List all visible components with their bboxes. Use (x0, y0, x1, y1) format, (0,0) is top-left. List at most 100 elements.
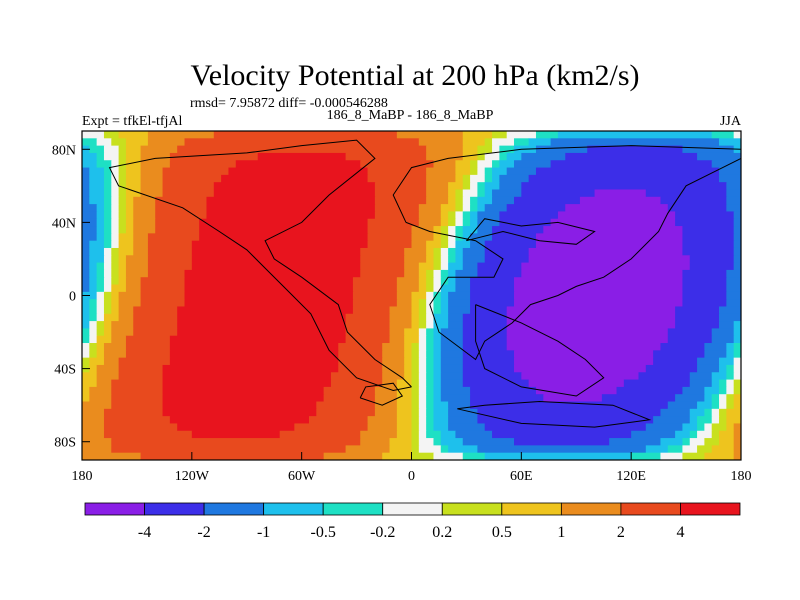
contour-cell (440, 364, 464, 373)
colorbar-segment (322, 502, 384, 516)
contour-cell (140, 299, 186, 308)
x-tick-label: 60E (510, 469, 533, 484)
contour-cell (118, 182, 127, 191)
contour-cell (118, 152, 127, 161)
colorbar-label: -0.2 (370, 524, 395, 541)
contour-cell (118, 240, 134, 249)
contour-cell (433, 379, 442, 388)
contour-cell (418, 138, 464, 147)
contour-cell (455, 269, 478, 278)
x-tick-label: 120W (175, 469, 210, 484)
contour-cell (396, 408, 413, 417)
contour-cell (147, 255, 193, 264)
contour-cell (82, 160, 98, 169)
contour-cell (308, 416, 369, 425)
contour-cell (96, 364, 120, 373)
contour-cell (103, 196, 112, 205)
contour-cell (96, 372, 120, 381)
contour-cell (162, 189, 215, 198)
contour-cell (462, 357, 515, 366)
contour-cell (521, 182, 727, 191)
contour-cell (396, 379, 413, 388)
contour-cell (389, 306, 413, 315)
contour-cell (82, 372, 98, 381)
contour-cell (492, 189, 522, 198)
contour-cell (330, 372, 383, 381)
contour-cell (82, 438, 112, 446)
contour-cell (294, 423, 369, 432)
contour-cell (140, 182, 164, 191)
contour-cell (257, 152, 347, 161)
contour-cell (726, 343, 735, 351)
contour-cell (374, 182, 427, 191)
contour-cell (418, 343, 427, 351)
contour-cell (433, 408, 449, 417)
contour-cell (719, 438, 735, 446)
contour-cell (719, 364, 727, 373)
contour-cell (118, 131, 149, 139)
contour-cell (462, 182, 471, 191)
contour-cell (426, 343, 435, 351)
coastline-segment (108, 139, 412, 392)
contour-cell (426, 182, 449, 191)
contour-cell (433, 372, 442, 381)
contour-cell (389, 445, 413, 454)
contour-cell (82, 379, 98, 388)
contour-cell (89, 277, 98, 286)
contour-cell (631, 452, 662, 460)
colorbar-segment (501, 502, 562, 516)
contour-cell (653, 357, 698, 366)
contour-cell (147, 138, 186, 147)
contour-cell (82, 386, 90, 395)
contour-cell (89, 262, 98, 271)
contour-cell (440, 233, 449, 242)
contour-cell (184, 269, 361, 278)
contour-cell (426, 299, 435, 308)
contour-cell (396, 394, 413, 403)
contour-cell (682, 226, 735, 234)
contour-cell (103, 211, 112, 220)
contour-cell (462, 226, 478, 234)
contour-cell (103, 306, 112, 315)
contour-cell (455, 218, 464, 227)
contour-cell (89, 313, 98, 322)
contour-cell (382, 350, 405, 359)
contour-cell (601, 394, 676, 403)
contour-cell (118, 233, 134, 242)
contour-cell (411, 386, 420, 395)
contour-cell (433, 350, 442, 359)
contour-cell (360, 262, 405, 271)
contour-cell (103, 343, 127, 351)
contour-cell (418, 386, 427, 395)
contour-cell (433, 291, 442, 300)
contour-cell (514, 364, 647, 373)
contour-cell (89, 255, 105, 264)
contour-cell (462, 211, 471, 220)
contour-cell (411, 357, 420, 366)
contour-cell (484, 240, 537, 249)
contour-cell (103, 131, 120, 139)
contour-cell (199, 218, 369, 227)
contour-cell (396, 423, 413, 432)
contour-cell (462, 321, 508, 329)
contour-cell (433, 160, 457, 169)
contour-cell (147, 240, 193, 249)
colorbar-label: 2 (617, 524, 625, 541)
contour-cell (411, 233, 435, 242)
contour-cell (426, 430, 442, 439)
contour-cell (528, 379, 625, 388)
colorbar-segment (560, 502, 622, 516)
contour-cell (111, 306, 120, 315)
contour-cell (367, 423, 398, 432)
x-tick-label: 120E (616, 469, 646, 484)
contour-cell (411, 438, 420, 446)
contour-cell (426, 364, 435, 373)
contour-cell (82, 306, 90, 315)
contour-cell (733, 131, 741, 139)
contour-cell (103, 291, 112, 300)
contour-cell (118, 299, 142, 308)
y-tick-label: 40N (52, 216, 76, 231)
contour-cell (682, 438, 691, 446)
contour-cell (433, 394, 442, 403)
contour-cell (455, 284, 471, 293)
